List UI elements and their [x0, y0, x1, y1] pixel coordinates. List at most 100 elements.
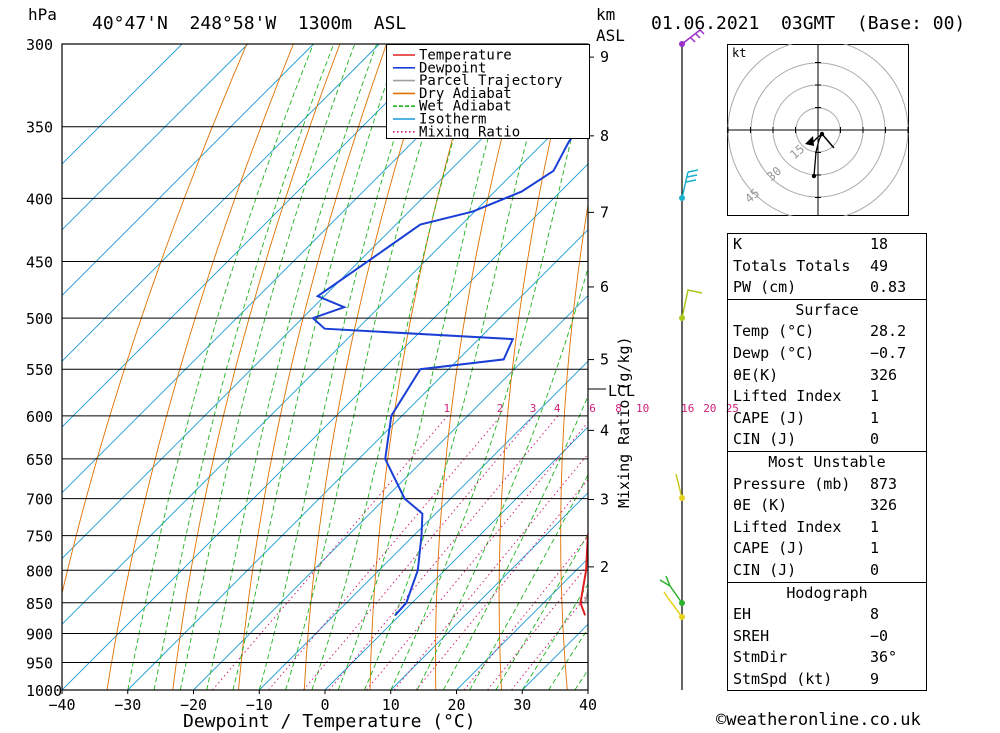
stat-value: 36° [870, 648, 898, 667]
asl-label: ASL [596, 26, 625, 45]
stat-label: Totals Totals [733, 256, 851, 275]
isotherm-line [324, 426, 588, 690]
wind-barbs [659, 29, 705, 620]
wet-adiabat-line [127, 44, 314, 690]
stat-row-pressure: Pressure (mb) 873 [728, 474, 926, 496]
stat-label: EH [733, 605, 752, 624]
stat-label: Lifted Index [733, 517, 842, 536]
mixing-ratio-line [303, 415, 535, 690]
wet-adiabat-line [363, 44, 553, 690]
x-axis-title: Dewpoint / Temperature (°C) [183, 711, 476, 732]
wind-dot-300 [679, 41, 685, 47]
hpa-label: hPa [28, 5, 57, 24]
stat-label: SREH [733, 626, 770, 645]
stat-value: 1 [870, 517, 880, 536]
stat-value: 1 [870, 387, 880, 406]
isotherm-line [62, 44, 512, 494]
pressure-tick-label: 550 [26, 361, 53, 379]
stat-value: 28.2 [870, 322, 907, 341]
stat-label: Temp (°C) [733, 322, 815, 341]
lcl-label: LCL [608, 382, 635, 400]
temp-tick-label: 40 [579, 696, 597, 714]
isotherm-line [193, 294, 588, 690]
unstable-box: Most Unstable Pressure (mb) 873 θE (K) 326… [727, 450, 927, 582]
wet-adiabat-line [416, 266, 588, 690]
stat-label: Lifted Index [733, 387, 842, 406]
mixing-ratio-label: 25 [726, 402, 739, 415]
km-label: km [596, 5, 616, 24]
stat-label: PW (cm) [733, 278, 797, 297]
surface-title: Surface [795, 300, 859, 319]
isotherm-line [127, 229, 588, 690]
temp-tick-label: 0 [320, 696, 329, 714]
wet-adiabat-line [443, 394, 588, 690]
pressure-tick-label: 750 [26, 528, 53, 546]
legend-label: Mixing Ratio [419, 124, 520, 138]
stat-label: StmDir [733, 648, 788, 667]
legend-label: Isotherm [419, 112, 486, 128]
isotherm-line [62, 44, 314, 297]
isotherm-line [258, 360, 588, 690]
legend: Temperature Dewpoint Parcel Trajectory Dry … [386, 44, 590, 140]
isotherm-line [62, 44, 577, 560]
stat-row-stmdir: StmDir 36° [728, 647, 926, 669]
mixing-ratio-title: Mixing Ratio (g/kg) [615, 336, 633, 508]
hodo-title: Hodograph [786, 583, 868, 602]
dry-adiabat-line [172, 44, 341, 690]
wind-barb-400 [681, 169, 699, 199]
wind-dot-400 [679, 195, 685, 201]
km-tick-label: 3 [600, 490, 609, 508]
stat-row-cin: CIN (J) 0 [728, 429, 926, 451]
stat-row-sreh: SREH −0 [728, 626, 926, 648]
km-tick-label: 9 [600, 48, 609, 66]
mixing-ratio-label: 3 [530, 402, 537, 415]
wind-dot-870 [679, 614, 685, 620]
mixing-ratio-label: 8 [615, 402, 622, 415]
unstable-title: Most Unstable [768, 452, 886, 471]
wind-barb-870 [663, 591, 683, 618]
pressure-tick-label: 300 [26, 36, 53, 54]
stat-label: CAPE (J) [733, 408, 806, 427]
location-title: 40°47'N 248°58'W 1300m ASL [92, 13, 407, 34]
stat-label: θE(K) [733, 365, 779, 384]
isotherm-line [390, 492, 588, 690]
hodograph-storm-arrow [821, 133, 835, 149]
stat-label: StmSpd (kt) [733, 669, 833, 688]
stat-row-k: K 18 [728, 234, 926, 256]
wet-adiabat-line [311, 44, 482, 690]
legend-label: Dewpoint [419, 60, 486, 76]
mixing-ratio-label: 2 [497, 402, 504, 415]
mixing-ratio-label: 16 [681, 402, 694, 415]
stat-value: 873 [870, 474, 898, 493]
km-tick-label: 6 [600, 278, 609, 296]
stat-row-thetae: θE(K) 326 [728, 365, 926, 387]
temp-tick-label: 10 [382, 696, 400, 714]
stat-label: K [733, 235, 743, 253]
footer-copyright[interactable]: ©weatheronline.co.uk [716, 710, 921, 730]
stat-label: CIN (J) [733, 430, 797, 449]
temp-tick-label: 20 [447, 696, 465, 714]
mixing-ratio-label: 6 [589, 402, 596, 415]
stat-value: 326 [870, 496, 898, 515]
mixing-ratio-line [487, 563, 588, 690]
legend-label: Dry Adiabat [419, 86, 512, 102]
hodograph-arrowhead [805, 136, 814, 146]
stat-value: 18 [870, 235, 889, 253]
datetime-title: 01.06.2021 03GMT (Base: 00) [651, 13, 966, 34]
isotherm-line [62, 44, 183, 165]
plot-frame [61, 43, 589, 691]
legend-label: Temperature [419, 48, 512, 64]
mixing-ratio-label: 4 [554, 402, 561, 415]
temp-tick-label: 30 [513, 696, 531, 714]
pressure-tick-label: 650 [26, 451, 53, 469]
stat-label: CIN (J) [733, 560, 797, 579]
stat-row-stmspd: StmSpd (kt) 9 [728, 669, 926, 691]
km-tick-label: 4 [600, 421, 609, 439]
wet-adiabat-line [469, 473, 588, 690]
hodograph-unit: kt [732, 46, 746, 60]
km-tick-label: 7 [600, 203, 609, 221]
stat-value: 0 [870, 430, 880, 449]
mixing-ratio-line [393, 453, 588, 690]
isotherm-line [62, 44, 249, 231]
